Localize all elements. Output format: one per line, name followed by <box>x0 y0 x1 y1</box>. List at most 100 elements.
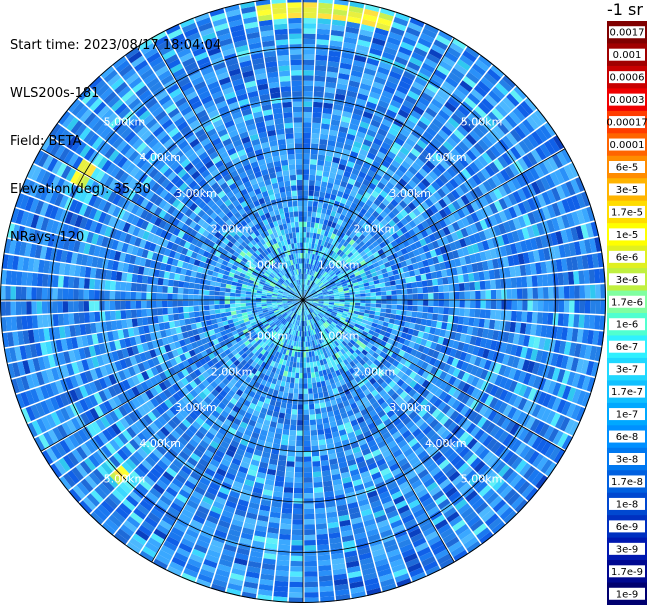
ppi-cell <box>357 39 371 48</box>
ppi-cell <box>366 359 373 367</box>
ppi-cell <box>376 230 384 238</box>
ppi-cell <box>426 429 436 440</box>
ppi-cell <box>462 273 470 283</box>
ppi-cell <box>313 91 324 98</box>
ppi-cell <box>413 124 425 135</box>
ppi-cell <box>509 474 523 488</box>
ppi-cell <box>512 204 523 217</box>
ppi-cell <box>343 273 350 279</box>
ppi-cell <box>401 310 407 316</box>
ppi-cell <box>303 378 308 384</box>
ppi-cell <box>463 236 472 246</box>
ppi-cell <box>340 334 346 341</box>
ppi-cell <box>377 362 385 370</box>
ppi-cell <box>330 283 337 288</box>
ppi-cell <box>450 232 459 242</box>
ppi-cell <box>588 269 596 284</box>
ppi-cell <box>543 338 551 351</box>
ppi-cell <box>510 129 522 143</box>
ppi-cell <box>322 271 328 277</box>
ppi-cell <box>306 292 311 297</box>
ppi-cell <box>407 264 414 272</box>
ppi-cell <box>338 307 344 311</box>
ppi-cell <box>438 391 448 401</box>
ppi-cell <box>345 211 353 219</box>
ppi-cell <box>396 342 404 350</box>
ppi-cell <box>403 339 411 347</box>
ppi-cell <box>522 399 533 413</box>
ppi-cell <box>454 258 462 267</box>
ppi-cell <box>390 309 397 315</box>
ppi-cell <box>377 274 384 280</box>
ppi-cell <box>292 524 303 530</box>
ppi-cell <box>458 446 470 459</box>
ppi-cell <box>323 219 329 226</box>
ppi-cell <box>568 313 575 327</box>
ppi-cell <box>399 128 411 138</box>
ppi-cell <box>563 286 570 299</box>
ppi-cell <box>472 126 485 139</box>
ppi-cell <box>353 285 360 289</box>
ppi-cell <box>348 225 355 233</box>
ppi-cell <box>374 283 381 289</box>
ppi-cell <box>521 276 528 288</box>
ppi-cell <box>465 191 475 203</box>
ppi-cell <box>303 289 306 295</box>
ppi-cell <box>551 367 561 382</box>
ppi-cell <box>422 306 429 313</box>
ppi-cell <box>327 308 333 312</box>
ppi-cell <box>460 101 474 113</box>
ppi-cell <box>515 345 523 358</box>
ppi-cell <box>376 222 385 230</box>
ppi-cell <box>334 0 349 6</box>
ppi-cell <box>303 7 317 13</box>
ppi-cell <box>381 159 391 169</box>
ppi-cell <box>430 320 438 328</box>
ppi-cell <box>377 369 385 378</box>
ppi-cell <box>371 335 378 342</box>
ppi-cell <box>357 328 364 334</box>
ppi-cell <box>308 269 311 275</box>
ppi-cell <box>540 261 548 274</box>
ppi-cell <box>334 296 340 299</box>
ppi-cell <box>397 109 410 119</box>
ppi-cell <box>307 263 311 270</box>
ppi-cell <box>551 217 560 232</box>
ppi-cell <box>378 316 385 322</box>
ppi-cell <box>304 560 317 567</box>
ppi-cell <box>443 300 450 307</box>
ppi-cell <box>402 70 416 81</box>
ppi-cell <box>388 275 395 282</box>
ppi-cell <box>496 300 502 310</box>
ppi-cell <box>516 411 527 425</box>
ppi-cell <box>566 402 577 418</box>
ppi-cell <box>443 373 452 383</box>
ppi-cell <box>510 146 522 160</box>
ppi-cell <box>350 70 363 78</box>
ppi-cell <box>560 229 569 244</box>
ppi-cell <box>493 212 503 225</box>
ppi-cell <box>401 403 411 413</box>
ppi-cell <box>470 223 479 234</box>
ppi-cell <box>303 96 313 102</box>
ppi-cell <box>303 404 309 410</box>
ppi-cell <box>452 211 461 221</box>
ppi-cell <box>355 230 363 238</box>
ppi-cell <box>338 72 350 81</box>
ppi-cell <box>411 51 426 62</box>
ppi-cell <box>486 238 495 249</box>
ppi-cell <box>553 448 566 464</box>
ppi-cell <box>404 385 413 394</box>
ppi-cell <box>325 284 331 289</box>
ppi-cell <box>297 414 303 421</box>
ppi-cell <box>341 209 348 216</box>
ppi-cell <box>443 363 451 373</box>
ppi-cell <box>443 155 454 167</box>
ppi-cell <box>329 45 342 53</box>
ppi-cell <box>315 507 326 514</box>
ppi-cell <box>432 167 443 177</box>
ppi-cell <box>587 330 594 345</box>
ppi-cell <box>279 528 291 535</box>
ppi-cell <box>359 183 368 192</box>
ppi-cell <box>332 259 338 265</box>
